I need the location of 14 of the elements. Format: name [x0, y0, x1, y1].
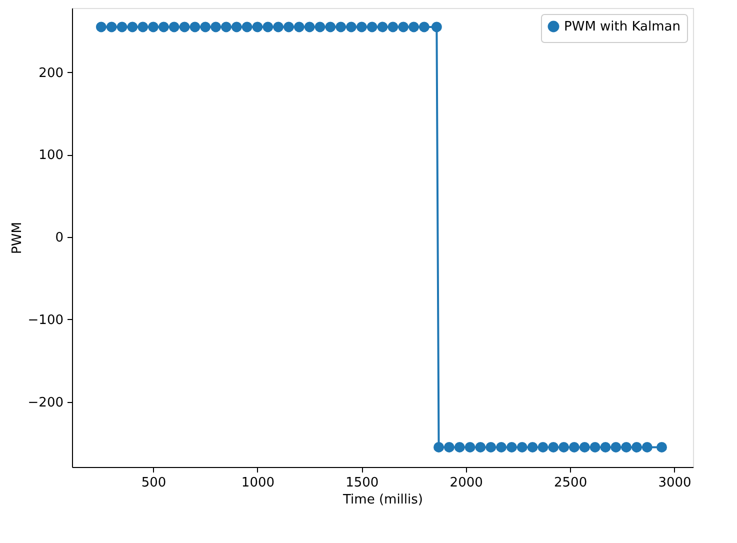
- x-tick-label: 2500: [554, 476, 588, 490]
- y-tick-label: 100: [38, 148, 64, 164]
- x-tick-label: 500: [141, 476, 166, 490]
- y-tick-label: −200: [28, 395, 64, 410]
- y-axis-title: PWM: [10, 222, 25, 254]
- x-tick-label: 3000: [658, 476, 692, 490]
- x-axis-title: Time (millis): [342, 492, 423, 508]
- x-tick-label: 2000: [450, 476, 483, 490]
- x-tick-label: 1000: [241, 476, 275, 490]
- y-tick-label: 200: [38, 66, 64, 81]
- x-tick-label: 1500: [346, 476, 379, 490]
- legend-label: PWM with Kalman: [564, 20, 680, 34]
- y-tick-label: −100: [28, 312, 64, 328]
- y-tick-label: 0: [55, 230, 64, 246]
